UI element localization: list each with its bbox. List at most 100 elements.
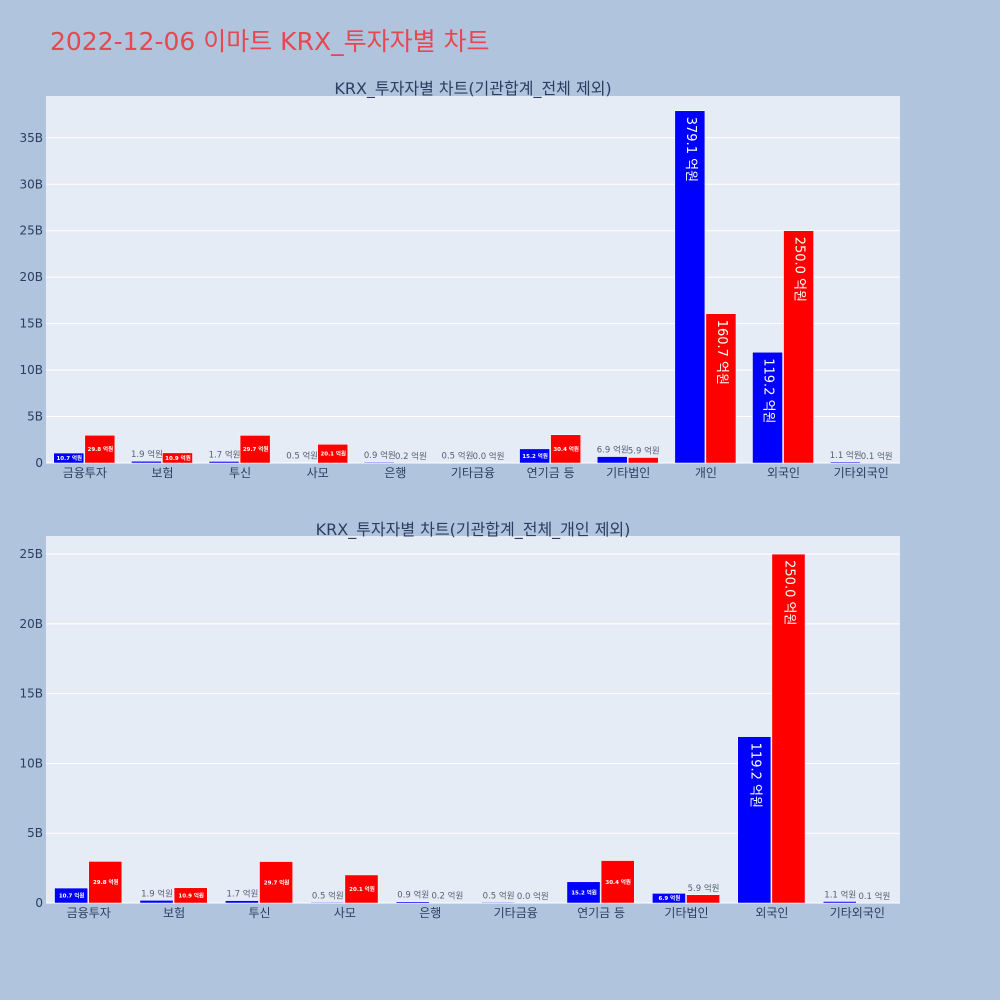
sell-bar (259, 861, 293, 904)
buy-bar (139, 900, 174, 904)
y-tick-label: 10B (19, 756, 43, 770)
buy-value-label: 1.7 억원 (209, 449, 241, 460)
y-tick-label: 20B (19, 270, 43, 284)
buy-value-label: 6.9 억원 (597, 445, 629, 456)
buy-value-label: 10.7 억원 (59, 892, 85, 900)
sell-bar (84, 435, 116, 464)
y-tick-label: 25B (19, 224, 43, 238)
x-tick-label: 금융투자 (67, 906, 111, 920)
x-tick-label: 금융투자 (63, 466, 107, 480)
buy-value-label: 0.5 억원 (442, 451, 474, 462)
y-tick-label: 35B (19, 131, 43, 145)
sell-value-label: 10.9 억원 (165, 454, 191, 462)
sell-value-label: 10.9 억원 (178, 891, 204, 899)
buy-value-label: 10.7 억원 (56, 454, 82, 462)
sell-value-label: 29.7 억원 (243, 445, 269, 453)
sell-value-label: 0.2 억원 (431, 891, 463, 902)
y-tick-label: 0 (35, 896, 43, 910)
x-tick-label: 기타금융 (451, 466, 495, 480)
buy-value-label: 0.5 억원 (312, 890, 344, 901)
buy-bar (131, 460, 162, 464)
buy-bar (208, 461, 240, 464)
buy-value-label: 0.9 억원 (397, 890, 429, 901)
buy-bar (310, 902, 345, 904)
buy-value-label: 15.2 억원 (571, 888, 597, 896)
buy-bar (752, 351, 783, 464)
sell-value-label: 160.7 억원 (714, 320, 729, 385)
buy-bar (829, 461, 861, 464)
y-tick-label: 25B (19, 547, 43, 561)
buy-bar (54, 887, 88, 904)
x-tick-label: 보험 (163, 906, 185, 920)
buy-value-label: 119.2 억원 (761, 358, 776, 423)
x-tick-label: 투신 (248, 906, 270, 920)
y-tick-label: 15B (19, 317, 43, 331)
sell-value-label: 250.0 억원 (781, 560, 796, 625)
buy-value-label: 0.5 억원 (286, 451, 318, 462)
y-tick-label: 20B (19, 617, 43, 631)
sell-value-label: 5.9 억원 (628, 446, 660, 457)
sell-value-label: 29.7 억원 (264, 878, 290, 886)
buy-value-label: 1.9 억원 (141, 888, 173, 899)
buy-bar (652, 893, 686, 904)
sell-value-label: 5.9 억원 (688, 883, 720, 894)
x-tick-label: 사모 (334, 906, 356, 920)
sell-bar (686, 894, 720, 904)
x-tick-label: 기타법인 (606, 466, 650, 480)
buy-bar (822, 901, 857, 904)
buy-bar (395, 901, 430, 904)
buy-bar (364, 461, 395, 464)
sell-value-label: 29.8 억원 (93, 878, 119, 886)
buy-bar (737, 736, 772, 904)
sell-bar (173, 887, 208, 904)
buy-bar (225, 900, 259, 904)
sell-bar (317, 444, 349, 464)
buy-value-label: 379.1 억원 (683, 117, 698, 182)
y-tick-label: 5B (27, 826, 43, 840)
buy-bar (674, 110, 706, 464)
x-tick-label: 기타금융 (494, 906, 538, 920)
sell-bar (162, 452, 193, 464)
sell-value-label: 20.1 억원 (320, 450, 346, 458)
buy-value-label: 1.9 억원 (131, 449, 163, 460)
chart-2: 0 5B 10B 15B 20B 25B KRX_투자자별 차트(기관합계_전체_개인 제외… (19, 520, 900, 920)
sell-value-label: 0.2 억원 (395, 451, 427, 462)
buy-value-label: 15.2 억원 (522, 452, 548, 460)
buy-value-label: 119.2 억원 (747, 743, 762, 808)
sell-value-label: 250.0 억원 (792, 237, 807, 302)
x-tick-label: 은행 (419, 905, 441, 920)
sell-bar (88, 861, 123, 904)
y-tick-label: 0 (35, 456, 43, 470)
x-tick-label: 기타법인 (664, 906, 708, 920)
chart-title: KRX_투자자별 차트(기관합계_전체 제외) (334, 79, 611, 99)
y-tick-label: 15B (19, 687, 43, 701)
sell-bar (783, 230, 814, 464)
x-tick-label: 사모 (307, 466, 329, 480)
x-tick-label: 개인 (695, 466, 717, 480)
buy-value-label: 1.1 억원 (830, 450, 862, 461)
sell-bar (344, 874, 379, 904)
sell-bar (550, 434, 581, 464)
sell-bar (628, 457, 659, 464)
sell-bar (600, 860, 635, 904)
sell-value-label: 0.0 억원 (517, 891, 549, 902)
y-tick-label: 30B (19, 177, 43, 191)
x-tick-label: 외국인 (767, 466, 800, 480)
sell-value-label: 20.1 억원 (349, 885, 375, 893)
x-tick-label: 연기금 등 (527, 466, 575, 480)
sell-value-label: 0.1 억원 (861, 451, 893, 462)
buy-value-label: 1.7 억원 (226, 889, 258, 900)
x-tick-label: 기타외국인 (834, 466, 889, 480)
page-title: 2022-12-06 이마트 KRX_투자자별 차트 (50, 27, 490, 56)
buy-bar (519, 448, 550, 464)
sell-bar (705, 313, 737, 464)
chart-title: KRX_투자자별 차트(기관합계_전체_개인 제외) (316, 520, 631, 540)
chart-1: 0 5B 10B 15B 20B 25B 30B 35B KRX_투자자별 차트(기관합계_전체… (19, 79, 900, 480)
x-tick-label: 은행 (384, 465, 406, 480)
buy-value-label: 6.9 억원 (659, 894, 681, 902)
buy-bar (53, 452, 85, 464)
buy-value-label: 1.1 억원 (824, 889, 856, 900)
x-tick-label: 외국인 (755, 906, 788, 920)
sell-value-label: 0.1 억원 (858, 891, 890, 902)
